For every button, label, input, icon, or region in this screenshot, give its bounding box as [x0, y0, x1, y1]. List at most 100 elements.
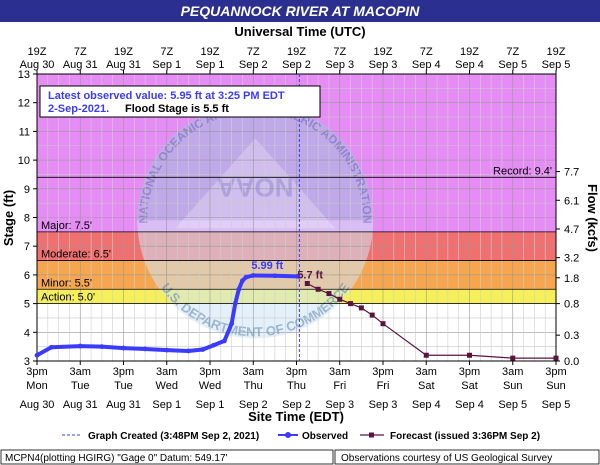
latest-observed-date: 2-Sep-2021. — [48, 103, 109, 115]
left-axis-title: Stage (ft) — [1, 190, 16, 246]
observed-point — [222, 338, 227, 344]
x-tick-label-date: Sep 2 — [282, 399, 311, 411]
x-tick-label-day: Sat — [418, 380, 435, 392]
legend-forecast-marker — [369, 432, 374, 438]
x-tick-label-time: 3pm — [372, 366, 393, 378]
observed-point — [77, 343, 83, 349]
x-top-tick-label-utc: 19Z — [201, 46, 220, 58]
observed-point — [229, 321, 235, 327]
y-tick-label: 6 — [24, 270, 30, 282]
x-top-tick-label-utc: 7Z — [247, 46, 260, 58]
x-top-tick-label-date: Sep 3 — [369, 59, 398, 71]
latest-observed-line1: Latest observed value: 5.95 ft at 3:25 P… — [48, 90, 285, 102]
x-tick-label-day: Sun — [546, 380, 566, 392]
x-top-tick-label-utc: 7Z — [160, 46, 173, 58]
x-tick-label-date: Aug 30 — [20, 399, 55, 411]
y-tick-label: 5 — [24, 299, 30, 311]
observed-point — [236, 286, 242, 292]
y-tick-label: 4 — [24, 327, 30, 339]
x-tick-label-time: 3pm — [286, 366, 307, 378]
x-tick-label-date: Sep 4 — [412, 399, 441, 411]
legend: Graph Created (3:48PM Sep 2, 2021) Obser… — [62, 431, 540, 442]
legend-forecast: Forecast (issued 3:36PM Sep 2) — [390, 431, 540, 442]
forecast-point — [348, 301, 354, 307]
legend-graph-created: Graph Created (3:48PM Sep 2, 2021) — [88, 431, 259, 442]
forecast-point — [315, 286, 321, 292]
x-top-tick-label-date: Sep 5 — [498, 59, 527, 71]
x-top-tick-label-date: Sep 2 — [282, 59, 311, 71]
y-tick-label: 10 — [18, 155, 30, 167]
chart-title: PEQUANNOCK RIVER AT MACOPIN — [181, 3, 421, 19]
x-top-tick-label-utc: 19Z — [28, 46, 47, 58]
noaa-logo-upper-half — [137, 102, 374, 221]
forecast-point — [553, 355, 559, 361]
x-tick-label-day: Tue — [71, 380, 90, 392]
observed-point — [49, 344, 54, 350]
y-tick-label: 7 — [24, 241, 30, 253]
flood-level-label-action: Action: 5.0' — [41, 292, 95, 304]
x-top-tick-label-date: Sep 2 — [239, 59, 268, 71]
x-tick-label-date: Sep 2 — [239, 399, 268, 411]
forecast-point — [337, 296, 343, 302]
x-top-tick-label-utc: 7Z — [506, 46, 519, 58]
x-top-tick-label-utc: 19Z — [460, 46, 479, 58]
x-tick-label-time: 3am — [156, 366, 177, 378]
observed-point — [185, 348, 191, 354]
x-tick-label-time: 3pm — [113, 366, 134, 378]
observed-point — [34, 352, 40, 358]
x-tick-label-time: 3am — [416, 366, 437, 378]
footer-right-box — [334, 449, 600, 465]
x-tick-label-time: 3am — [502, 366, 523, 378]
x-top-tick-label-utc: 7Z — [333, 46, 346, 58]
footer-left-box — [0, 449, 334, 465]
x-top-tick-label-date: Sep 5 — [542, 59, 571, 71]
noaa-logo-watermark — [137, 102, 374, 339]
x-tick-label-day: Wed — [199, 380, 221, 392]
forecast-point — [423, 352, 429, 358]
flood-level-label-record: Record: 9.4' — [493, 165, 552, 177]
x-tick-label-date: Sep 4 — [455, 399, 484, 411]
title-bar — [0, 0, 600, 22]
observed-peak-label: 5.99 ft — [251, 260, 283, 272]
noaa-logo-text: NOAA — [217, 172, 294, 202]
observed-point — [200, 347, 206, 352]
footer-right: Observations courtesy of US Geological S… — [341, 453, 552, 464]
x-tick-label-day: Fri — [377, 380, 390, 392]
observed-point — [121, 345, 126, 351]
forecast-point — [369, 312, 375, 318]
observed-point — [243, 274, 249, 280]
y2-tick-label: 6.1 — [564, 195, 579, 207]
x-tick-label-date: Sep 1 — [152, 399, 181, 411]
x-tick-label-date: Sep 3 — [325, 399, 354, 411]
forecast-point — [358, 305, 364, 311]
top-axis-title: Universal Time (UTC) — [234, 24, 365, 39]
forecast-point — [304, 281, 310, 287]
forecast-point — [326, 291, 332, 297]
flood-stage-text: Flood Stage is 5.5 ft — [125, 103, 229, 115]
observed-point — [272, 273, 278, 279]
x-tick-label-date: Sep 1 — [196, 399, 225, 411]
y2-tick-label: 4.7 — [564, 224, 579, 236]
footer-left: MCPN4(plotting HGIRG) "Gage 0" Datum: 54… — [5, 453, 228, 464]
observed-point — [240, 278, 245, 284]
observed-point — [99, 344, 105, 350]
x-tick-label-time: 3pm — [199, 366, 220, 378]
x-top-tick-label-date: Sep 3 — [325, 59, 354, 71]
flood-level-label-moderate: Moderate: 6.5' — [41, 249, 111, 261]
x-top-tick-label-date: Aug 31 — [63, 59, 98, 71]
x-top-tick-label-utc: 19Z — [374, 46, 393, 58]
x-top-tick-label-date: Aug 30 — [20, 59, 55, 71]
x-top-tick-label-utc: 19Z — [114, 46, 133, 58]
x-top-tick-label-utc: 7Z — [74, 46, 87, 58]
observed-point — [232, 301, 238, 306]
x-top-tick-label-date: Sep 4 — [412, 59, 441, 71]
x-tick-label-date: Aug 31 — [63, 399, 98, 411]
observed-point — [211, 342, 217, 348]
x-tick-label-date: Sep 3 — [369, 399, 398, 411]
x-tick-label-time: 3pm — [459, 366, 480, 378]
x-tick-label-day: Wed — [156, 380, 178, 392]
x-tick-label-date: Sep 5 — [498, 399, 527, 411]
y-tick-label: 3 — [24, 356, 30, 368]
